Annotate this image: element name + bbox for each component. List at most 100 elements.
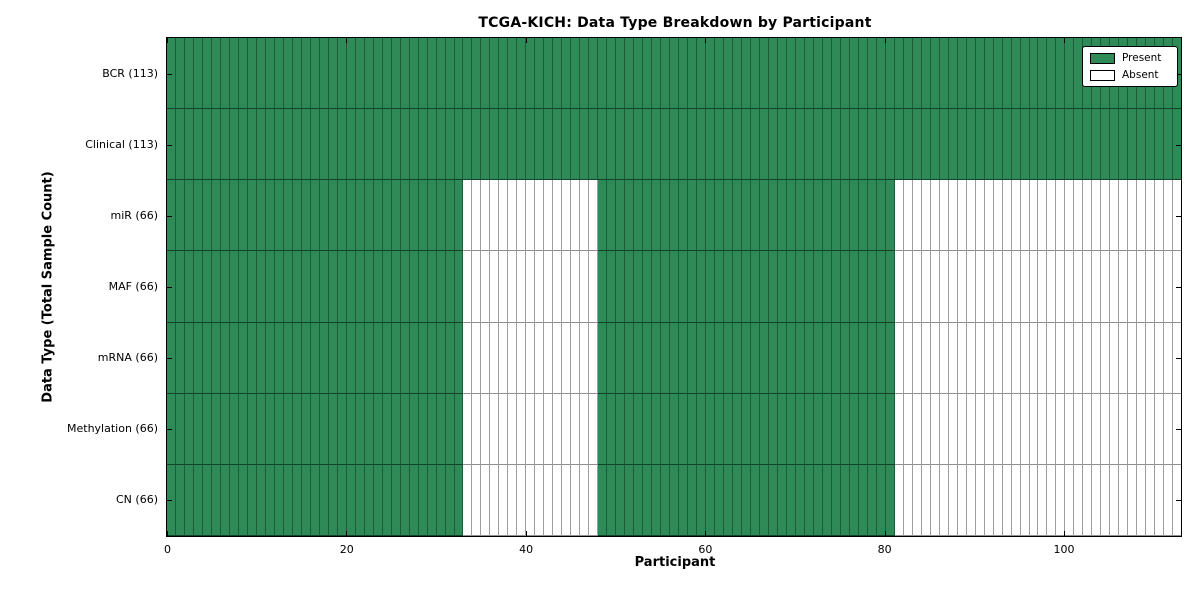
matrix-cell-present [211, 38, 221, 110]
matrix-cell-absent [903, 251, 913, 323]
matrix-cell-absent [1011, 180, 1021, 252]
matrix-cell-absent [1119, 180, 1129, 252]
matrix-cell-absent [553, 251, 563, 323]
matrix-cell-present [436, 393, 446, 465]
matrix-cell-absent [553, 322, 563, 394]
matrix-cell-present [373, 393, 383, 465]
matrix-cell-present [616, 109, 626, 181]
matrix-cell-absent [930, 251, 940, 323]
matrix-cell-present [283, 322, 293, 394]
matrix-cell-present [562, 38, 572, 110]
matrix-cell-absent [481, 322, 491, 394]
matrix-cell-present [391, 251, 401, 323]
matrix-cell-present [193, 38, 203, 110]
matrix-cell-present [921, 109, 931, 181]
matrix-cell-present [867, 322, 877, 394]
matrix-cell-present [301, 251, 311, 323]
matrix-cell-present [292, 109, 302, 181]
matrix-cell-absent [1065, 251, 1075, 323]
matrix-row [167, 464, 1182, 536]
matrix-cell-present [283, 38, 293, 110]
x-tick-label: 20 [339, 543, 354, 556]
matrix-cell-absent [589, 322, 599, 394]
legend-swatch-absent [1090, 69, 1115, 81]
matrix-cell-absent [1173, 251, 1182, 323]
matrix-cell-present [238, 464, 248, 536]
matrix-cell-absent [472, 322, 482, 394]
matrix-cell-present [202, 180, 212, 252]
matrix-cell-present [750, 180, 760, 252]
matrix-cell-absent [984, 464, 994, 536]
y-tick-mark [167, 144, 172, 146]
matrix-cell-present [706, 251, 716, 323]
matrix-cell-present [1074, 109, 1084, 181]
matrix-cell-present [643, 109, 653, 181]
matrix-cell-present [382, 322, 392, 394]
matrix-cell-present [768, 464, 778, 536]
matrix-cell-present [795, 180, 805, 252]
matrix-cell-present [571, 109, 581, 181]
matrix-cell-present [427, 38, 437, 110]
matrix-cell-present [867, 464, 877, 536]
matrix-cell-present [670, 180, 680, 252]
matrix-cell-absent [921, 251, 931, 323]
matrix-cell-absent [1101, 180, 1111, 252]
matrix-cell-absent [1101, 464, 1111, 536]
matrix-cell-present [436, 109, 446, 181]
matrix-cell-present [876, 322, 886, 394]
matrix-cell-absent [1092, 180, 1102, 252]
matrix-cell-present [984, 109, 994, 181]
matrix-cell-present [589, 109, 599, 181]
matrix-cell-present [795, 322, 805, 394]
matrix-cell-present [903, 109, 913, 181]
matrix-cell-present [373, 38, 383, 110]
y-tick-label: BCR (113) [102, 67, 158, 80]
y-tick-mark [1176, 144, 1181, 146]
matrix-cell-present [993, 109, 1003, 181]
matrix-cell-absent [957, 464, 967, 536]
matrix-cell-present [724, 251, 734, 323]
matrix-cell-present [903, 38, 913, 110]
matrix-cell-absent [957, 251, 967, 323]
matrix-cell-present [1047, 38, 1057, 110]
matrix-cell-present [1092, 109, 1102, 181]
matrix-cell-present [840, 109, 850, 181]
matrix-cell-absent [535, 180, 545, 252]
matrix-cell-absent [562, 464, 572, 536]
matrix-cell-absent [939, 251, 949, 323]
matrix-cell-present [661, 251, 671, 323]
matrix-cell-present [373, 251, 383, 323]
matrix-cell-present [804, 180, 814, 252]
matrix-cell-present [849, 180, 859, 252]
matrix-cell-present [454, 109, 464, 181]
matrix-cell-present [777, 393, 787, 465]
matrix-cell-absent [1155, 180, 1165, 252]
matrix-cell-present [706, 109, 716, 181]
matrix-cell-present [238, 180, 248, 252]
matrix-cell-present [247, 180, 257, 252]
matrix-cell-present [706, 322, 716, 394]
matrix-cell-present [1002, 109, 1012, 181]
matrix-cell-absent [535, 251, 545, 323]
matrix-cell-present [535, 38, 545, 110]
matrix-cell-present [229, 180, 239, 252]
matrix-cell-present [706, 464, 716, 536]
matrix-cell-absent [517, 180, 527, 252]
matrix-cell-absent [1155, 322, 1165, 394]
matrix-cell-absent [1020, 322, 1030, 394]
x-tick-mark [346, 38, 348, 43]
matrix-cell-absent [562, 322, 572, 394]
matrix-cell-absent [589, 251, 599, 323]
x-tick-mark [884, 38, 886, 43]
matrix-cell-present [822, 109, 832, 181]
matrix-cell-present [346, 180, 356, 252]
matrix-cell-absent [1038, 322, 1048, 394]
matrix-cell-present [867, 251, 877, 323]
matrix-cell-present [283, 180, 293, 252]
matrix-cell-present [301, 393, 311, 465]
matrix-cell-present [328, 38, 338, 110]
matrix-cell-present [912, 109, 922, 181]
matrix-cell-present [391, 464, 401, 536]
matrix-cell-present [840, 180, 850, 252]
matrix-cell-present [220, 251, 230, 323]
